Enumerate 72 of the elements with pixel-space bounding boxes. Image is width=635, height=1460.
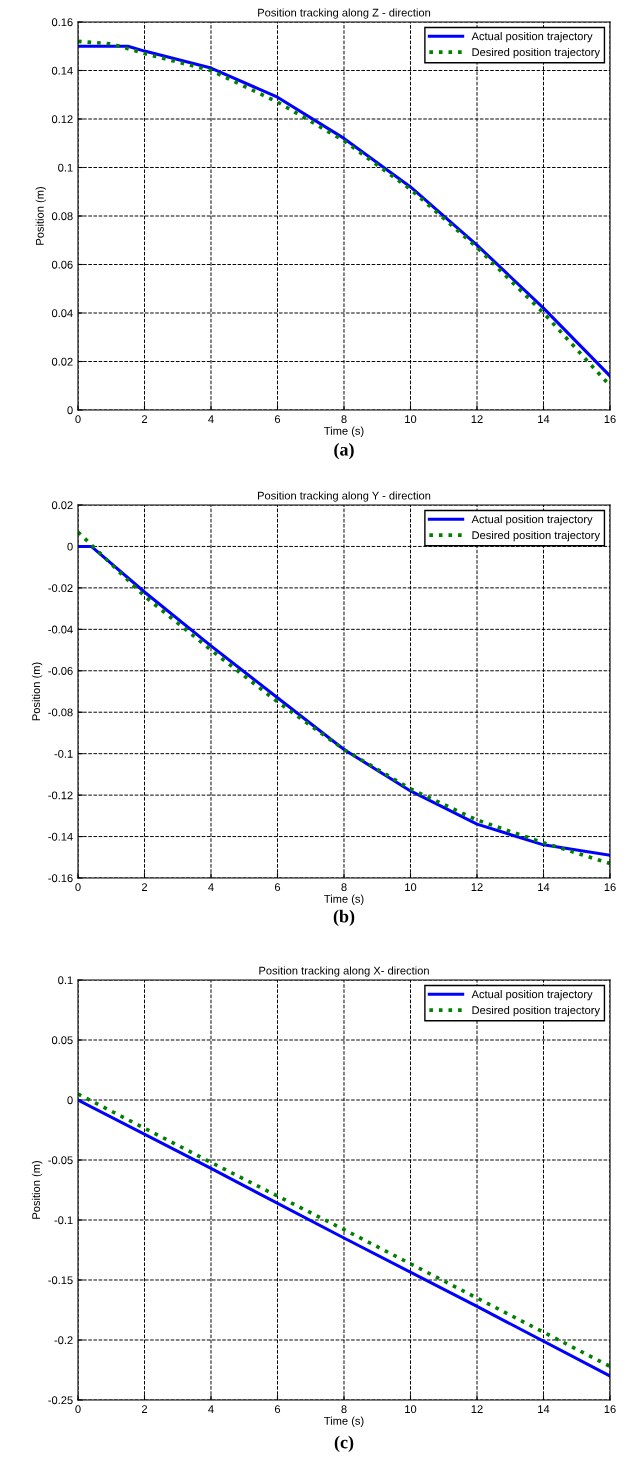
y-tick-label: 0.04: [51, 309, 73, 318]
x-tick-label: 16: [604, 883, 616, 892]
legend-label: Actual position trajectory: [471, 990, 593, 1001]
chart-title: Position tracking along X- direction: [259, 966, 429, 977]
chart-title: Position tracking along Y - direction: [258, 491, 431, 502]
x-tick-label: 2: [141, 415, 148, 423]
text: (c): [334, 1435, 354, 1453]
x-tick-label: 14: [538, 415, 550, 423]
y-tick-label: 0.02: [51, 357, 73, 366]
y-tick-label: 0.08: [51, 212, 73, 221]
y-tick-label: -0.12: [48, 791, 73, 800]
x-tick-label: 4: [208, 1405, 214, 1413]
y-tick-label: -0.06: [48, 667, 73, 675]
legend-label: Desired position trajectory: [472, 530, 600, 542]
y-tick-label: -0.1: [54, 749, 73, 758]
x-tick-label: 12: [471, 1405, 483, 1413]
x-tick-label: 4: [208, 883, 214, 891]
y-tick-label: 0: [67, 1096, 73, 1105]
y-tick-label: -0.14: [48, 832, 73, 841]
y-tick-label: -0.15: [48, 1276, 73, 1285]
x-tick-label: 14: [538, 883, 550, 891]
y-tick-label: -0.04: [48, 625, 73, 634]
y-tick-label: 0.14: [51, 66, 73, 75]
y-tick-label: -0.2: [54, 1336, 73, 1345]
x-tick-label: 10: [405, 883, 417, 892]
x-tick-label: 12: [471, 415, 483, 423]
y-axis-title: Position (m): [31, 1161, 43, 1219]
x-tick-label: 6: [274, 1405, 281, 1414]
x-tick-label: 2: [141, 1405, 148, 1413]
legend-label: Actual position trajectory: [471, 32, 593, 43]
y-tick-label: 0: [67, 542, 73, 551]
x-tick-label: 14: [538, 1405, 550, 1413]
x-tick-label: 8: [341, 1405, 347, 1414]
y-tick-label: 0: [67, 406, 73, 415]
x-tick-label: 0: [75, 883, 81, 892]
x-tick-label: 8: [341, 415, 347, 424]
x-tick-label: 12: [471, 883, 483, 891]
x-tick-label: 6: [274, 415, 281, 424]
chart-title: Position tracking along Z - direction: [258, 8, 431, 19]
x-tick-label: 8: [341, 883, 347, 892]
x-tick-label: 16: [604, 415, 616, 424]
x-axis-title: Time (s): [324, 426, 364, 437]
y-tick-label: 0.12: [51, 115, 73, 124]
y-tick-label: 0.1: [58, 976, 73, 985]
x-tick-label: 4: [208, 415, 214, 423]
y-tick-label: 0.16: [51, 18, 73, 27]
y-tick-label: -0.1: [54, 1216, 73, 1225]
y-tick-label: 0.02: [51, 501, 73, 510]
x-axis-title: Time (s): [324, 1416, 364, 1427]
x-axis-title: Time (s): [324, 894, 364, 905]
y-tick-label: -0.02: [48, 584, 73, 593]
x-tick-label: 10: [405, 1405, 417, 1414]
y-tick-label: -0.16: [48, 874, 73, 883]
x-tick-label: 10: [405, 415, 417, 424]
x-tick-label: 0: [75, 1405, 81, 1414]
x-tick-label: 0: [75, 415, 81, 424]
x-tick-label: 16: [604, 1405, 616, 1414]
x-tick-label: 2: [141, 883, 148, 891]
y-tick-label: 0.06: [51, 260, 73, 269]
y-axis-title: Position (m): [31, 662, 43, 721]
legend-label: Desired position trajectory: [472, 1005, 600, 1017]
y-tick-label: 0.05: [51, 1036, 73, 1045]
legend-label: Actual position trajectory: [471, 515, 593, 526]
y-axis-title: Position (m): [35, 187, 46, 245]
text: (b): [333, 909, 355, 927]
y-tick-label: -0.25: [48, 1396, 73, 1405]
legend-label: Desired position trajectory: [472, 47, 600, 59]
y-tick-label: -0.08: [48, 708, 73, 717]
text: (a): [334, 442, 354, 460]
y-tick-label: 0.1: [58, 163, 73, 172]
y-tick-label: -0.05: [48, 1156, 73, 1165]
x-tick-label: 6: [274, 883, 281, 892]
